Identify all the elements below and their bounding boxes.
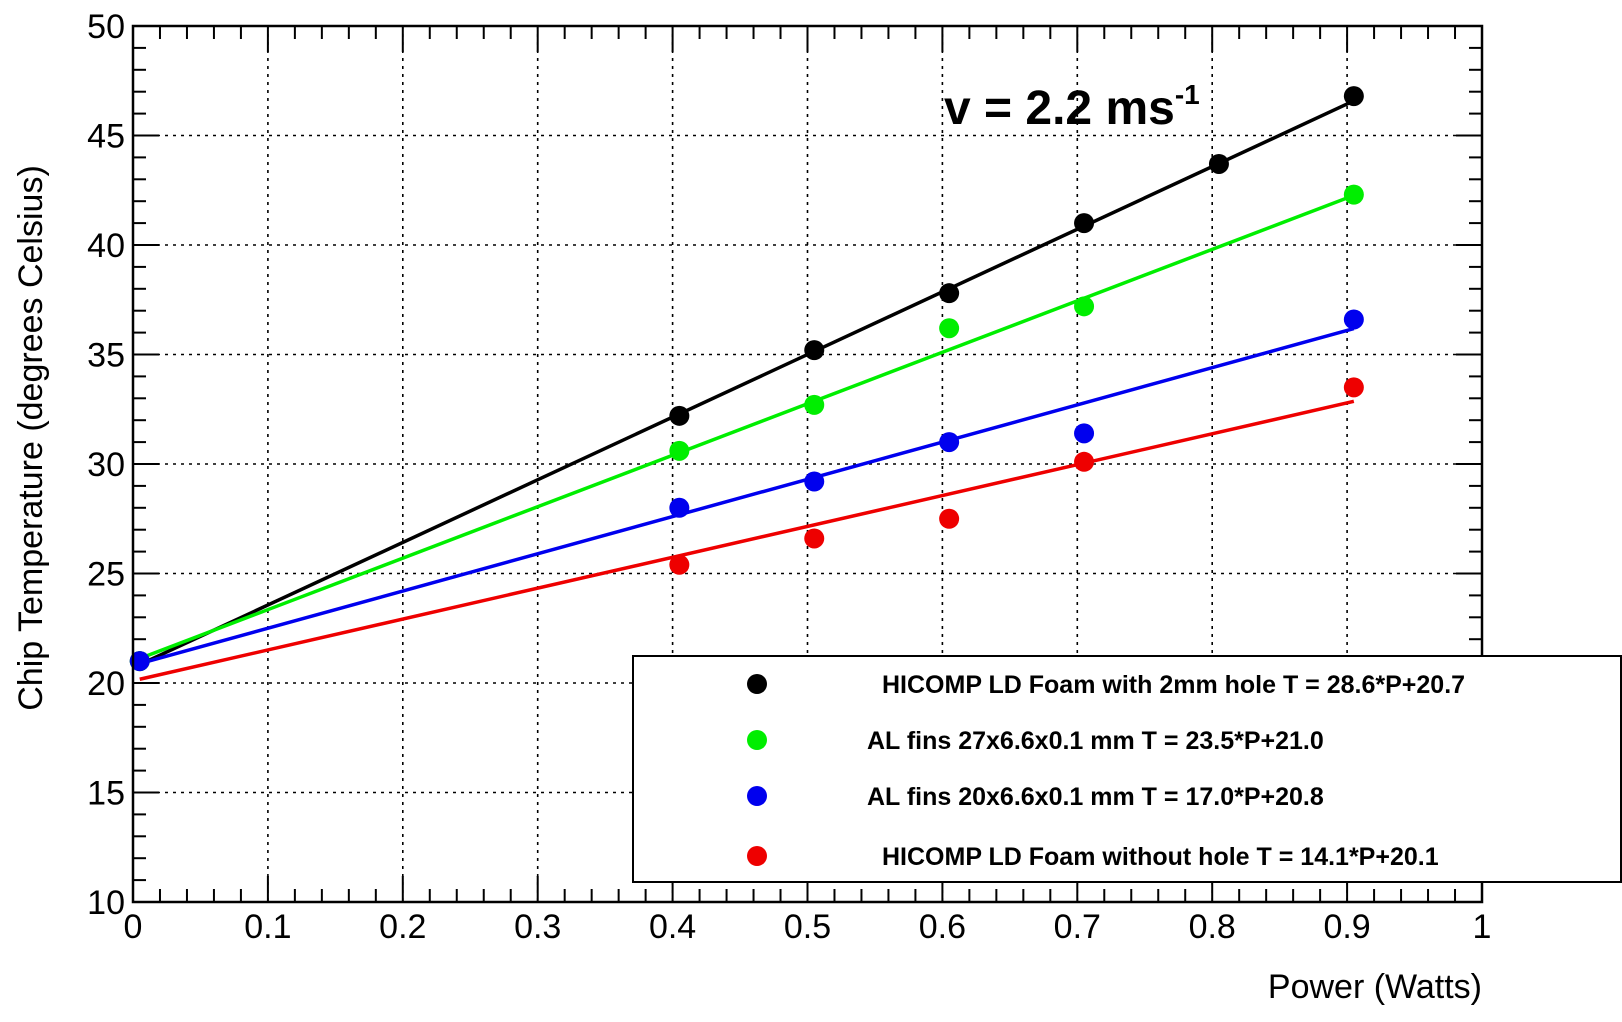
x-tick-label: 0.9: [1323, 908, 1370, 946]
x-tick-label: 0.3: [514, 908, 561, 946]
data-point: [939, 508, 960, 529]
data-point: [804, 528, 825, 549]
fit-line: [139, 326, 1355, 666]
y-tick-label: 20: [87, 665, 125, 703]
x-tick-label: 0.5: [784, 908, 831, 946]
y-tick-label: 10: [87, 884, 125, 922]
data-point: [1208, 153, 1229, 174]
fit-line: [139, 193, 1355, 661]
data-point: [939, 318, 960, 339]
data-point: [804, 471, 825, 492]
data-point: [939, 432, 960, 453]
data-point: [1074, 423, 1095, 444]
velocity-annotation: v = 2.2 ms-1: [944, 79, 1200, 135]
x-tick-label: 0.2: [379, 908, 426, 946]
data-point: [669, 405, 690, 426]
y-tick-labels: 10 15 20 25 30 35 40 45 50: [87, 8, 125, 922]
legend-marker: [747, 846, 767, 866]
legend-marker: [747, 674, 767, 694]
legend-label: HICOMP LD Foam with 2mm hole T = 28.6*P+…: [882, 671, 1465, 699]
legend-label: AL fins 20x6.6x0.1 mm T = 17.0*P+20.8: [867, 783, 1324, 811]
x-tick-label: 0.6: [919, 908, 966, 946]
y-tick-label: 45: [87, 118, 125, 156]
data-point: [129, 651, 150, 672]
data-point: [1343, 309, 1364, 330]
fit-lines: [139, 99, 1355, 681]
x-tick-label: 0.7: [1054, 908, 1101, 946]
legend-marker: [747, 730, 767, 750]
plot-frame: [131, 24, 1484, 904]
data-point: [669, 554, 690, 575]
y-tick-label: 35: [87, 337, 125, 375]
x-tick-label: 0.8: [1189, 908, 1236, 946]
legend-label: HICOMP LD Foam without hole T = 14.1*P+2…: [882, 843, 1439, 871]
legend-label: AL fins 27x6.6x0.1 mm T = 23.5*P+21.0: [867, 727, 1324, 755]
x-tick-label: 0: [124, 908, 143, 946]
legend-marker: [747, 786, 767, 806]
fit-line: [139, 99, 1355, 667]
legend-entries: HICOMP LD Foam with 2mm hole T = 28.6*P+…: [747, 671, 1465, 871]
data-point: [1074, 451, 1095, 472]
fit-line: [139, 399, 1355, 681]
data-point: [804, 340, 825, 361]
data-point: [1074, 213, 1095, 234]
y-tick-label: 40: [87, 227, 125, 265]
x-tick-labels: 0 0.1 0.2 0.3 0.4 0.5 0.6 0.7 0.8 0.9 1: [124, 908, 1492, 946]
data-point: [939, 283, 960, 304]
x-tick-label: 0.1: [244, 908, 291, 946]
data-point: [1074, 296, 1095, 317]
data-point: [1343, 184, 1364, 205]
data-point: [669, 497, 690, 518]
y-axis-title: Chip Temperature (degrees Celsius): [12, 165, 50, 711]
velocity-annotation-text: v = 2.2 ms: [944, 82, 1175, 135]
legend-box: [632, 655, 1622, 883]
y-tick-label: 30: [87, 446, 125, 484]
data-points: [129, 86, 1364, 672]
y-tick-label: 25: [87, 556, 125, 594]
data-point: [1343, 86, 1364, 107]
y-tick-label: 50: [87, 8, 125, 46]
y-tick-label: 15: [87, 775, 125, 813]
legend: HICOMP LD Foam with 2mm hole T = 28.6*P+…: [632, 655, 1622, 883]
velocity-annotation-superscript: -1: [1175, 79, 1200, 110]
data-point: [669, 440, 690, 461]
data-point: [804, 394, 825, 415]
x-tick-label: 0.4: [649, 908, 696, 946]
x-tick-label: 1: [1473, 908, 1492, 946]
data-point: [1343, 377, 1364, 398]
x-axis-title: Power (Watts): [1268, 968, 1482, 1006]
